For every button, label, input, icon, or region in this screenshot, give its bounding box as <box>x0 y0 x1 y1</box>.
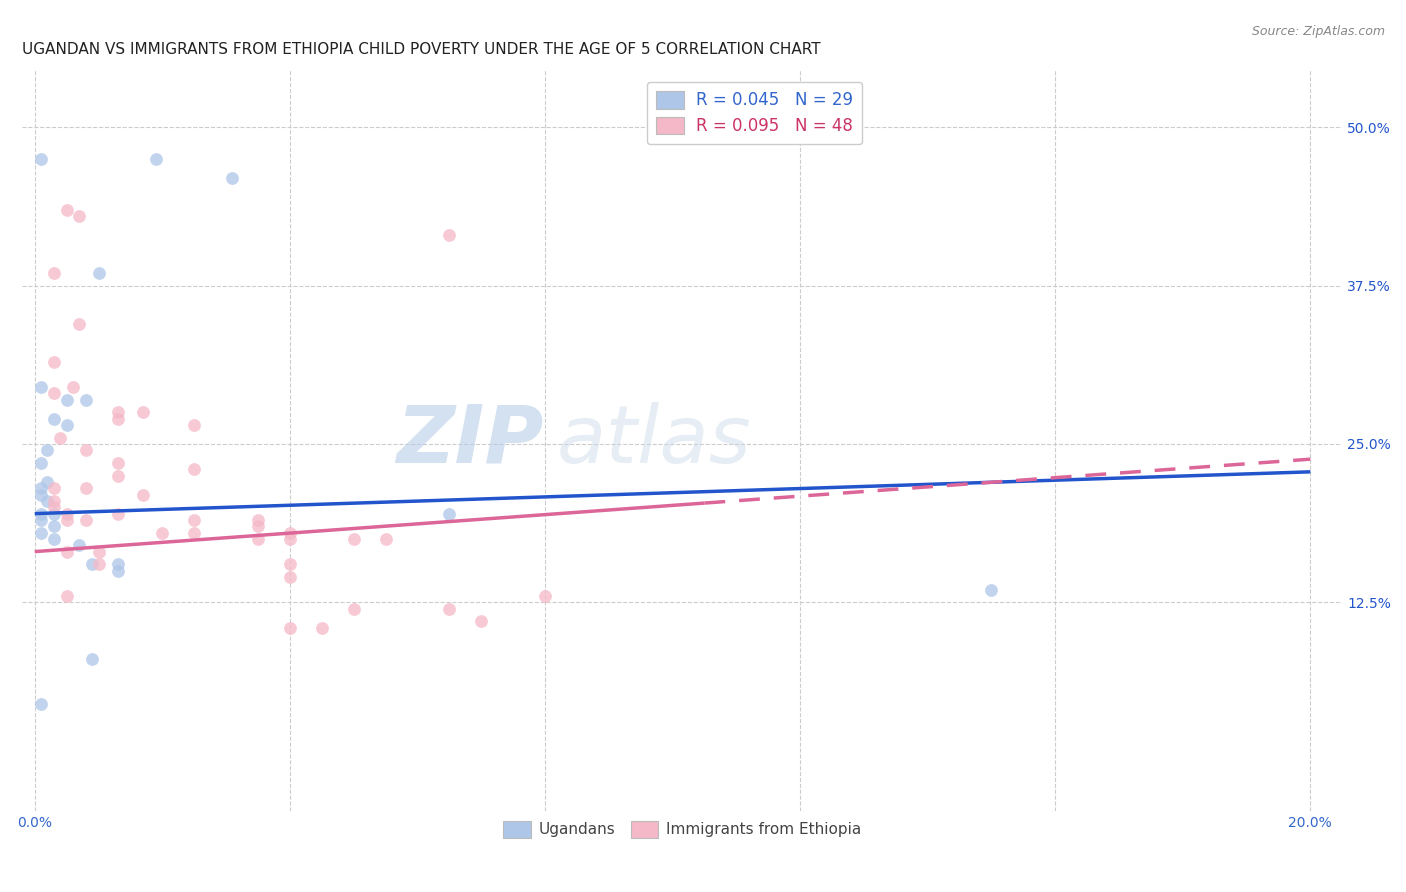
Legend: Ugandans, Immigrants from Ethiopia: Ugandans, Immigrants from Ethiopia <box>498 814 868 845</box>
Point <box>62 380 84 394</box>
Point <box>30 152 52 166</box>
Point <box>132 405 155 419</box>
Point <box>246 513 269 527</box>
Point <box>183 462 205 476</box>
Point <box>87 558 110 572</box>
Point <box>145 152 167 166</box>
Point <box>30 513 52 527</box>
Point <box>311 621 333 635</box>
Point <box>82 558 104 572</box>
Text: ZIP: ZIP <box>396 401 544 480</box>
Point <box>439 507 461 521</box>
Point <box>37 475 59 489</box>
Point <box>30 525 52 540</box>
Point <box>439 227 461 242</box>
Point <box>30 380 52 394</box>
Point <box>67 209 90 223</box>
Point <box>42 500 65 515</box>
Point <box>980 582 1002 597</box>
Point <box>55 202 77 217</box>
Point <box>55 507 77 521</box>
Point <box>439 601 461 615</box>
Point <box>246 532 269 546</box>
Point <box>107 564 129 578</box>
Point <box>107 456 129 470</box>
Text: UGANDAN VS IMMIGRANTS FROM ETHIOPIA CHILD POVERTY UNDER THE AGE OF 5 CORRELATION: UGANDAN VS IMMIGRANTS FROM ETHIOPIA CHIL… <box>22 42 821 57</box>
Point <box>30 481 52 495</box>
Point <box>42 519 65 533</box>
Point <box>107 411 129 425</box>
Point <box>87 266 110 280</box>
Point <box>49 431 72 445</box>
Point <box>42 494 65 508</box>
Point <box>67 317 90 331</box>
Point <box>278 558 301 572</box>
Point <box>42 532 65 546</box>
Point <box>42 507 65 521</box>
Point <box>278 621 301 635</box>
Point <box>42 354 65 368</box>
Point <box>67 538 90 552</box>
Text: atlas: atlas <box>557 401 751 480</box>
Point <box>42 411 65 425</box>
Point <box>55 392 77 407</box>
Point <box>374 532 396 546</box>
Point <box>30 456 52 470</box>
Point <box>278 525 301 540</box>
Point <box>107 468 129 483</box>
Point <box>343 532 366 546</box>
Point <box>55 544 77 558</box>
Point <box>75 443 97 458</box>
Point <box>75 392 97 407</box>
Point <box>534 589 557 603</box>
Point <box>75 513 97 527</box>
Point <box>30 488 52 502</box>
Point <box>278 570 301 584</box>
Point <box>183 513 205 527</box>
Point <box>30 507 52 521</box>
Point <box>132 488 155 502</box>
Point <box>55 417 77 432</box>
Point <box>470 614 492 628</box>
Point <box>37 494 59 508</box>
Point <box>246 519 269 533</box>
Point <box>82 652 104 666</box>
Point <box>42 481 65 495</box>
Point <box>183 417 205 432</box>
Point <box>30 697 52 711</box>
Point <box>87 544 110 558</box>
Point <box>278 532 301 546</box>
Point <box>42 386 65 401</box>
Point <box>221 171 243 186</box>
Point <box>343 601 366 615</box>
Point <box>75 481 97 495</box>
Point <box>42 266 65 280</box>
Point <box>107 405 129 419</box>
Point <box>183 525 205 540</box>
Point <box>107 558 129 572</box>
Point <box>107 507 129 521</box>
Point <box>55 589 77 603</box>
Point <box>150 525 173 540</box>
Point <box>37 443 59 458</box>
Point <box>55 513 77 527</box>
Text: Source: ZipAtlas.com: Source: ZipAtlas.com <box>1251 25 1385 38</box>
